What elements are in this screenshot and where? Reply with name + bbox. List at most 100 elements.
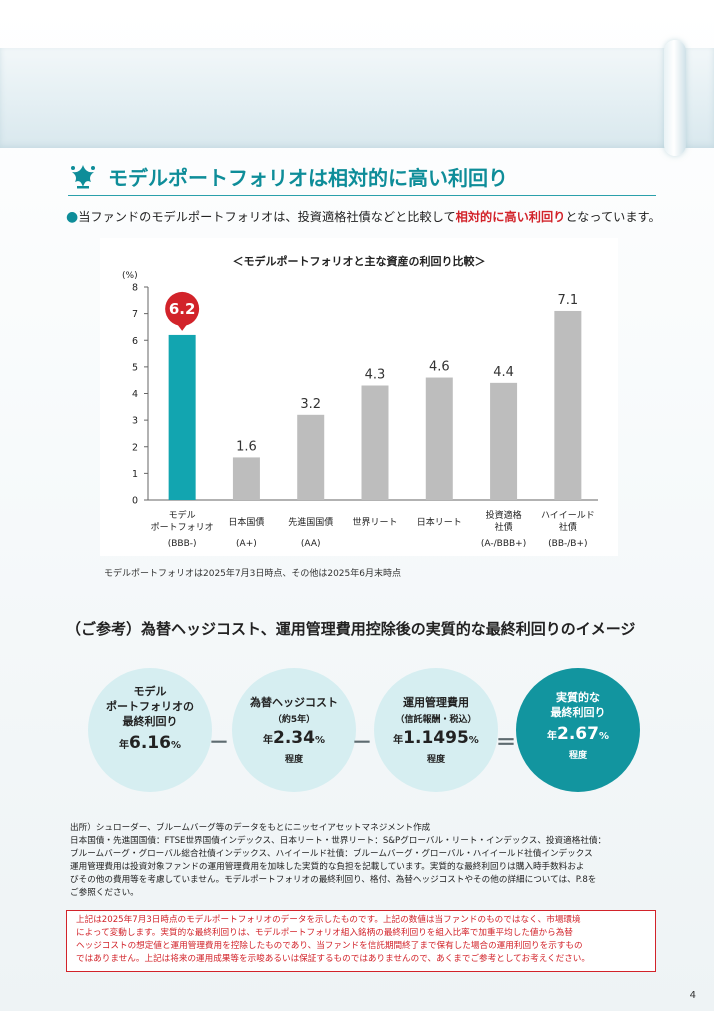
rating-label: (A-/BBB+) <box>481 539 526 549</box>
y-axis-unit: (%) <box>122 271 138 281</box>
source-line: 日本国債・先進国国債：FTSE世界国債インデックス、日本リート・世界リート：S&… <box>70 836 607 846</box>
x-tick-label: 社債 <box>495 521 513 533</box>
yield-circle: 為替ヘッジコスト （約5年） 年2.34% 程度 <box>232 668 356 792</box>
circle-sub-label: （約5年） <box>272 715 316 725</box>
bar-value-label: 6.2 <box>169 300 196 318</box>
source-notes: 出所）シュローダー、ブルームバーグ等のデータをもとにニッセイアセットマネジメント… <box>70 822 660 900</box>
y-tick-label: 0 <box>132 496 138 507</box>
rating-label: (A+) <box>236 539 257 549</box>
yield-circle: 運用管理費用 （信託報酬・税込） 年1.1495% 程度 <box>374 668 498 792</box>
circle-label: 為替ヘッジコスト <box>250 696 338 709</box>
banner-scroll-decoration <box>664 40 686 156</box>
x-tick-label: 日本国債 <box>228 516 264 528</box>
bar <box>232 457 260 500</box>
circle-label: モデル ポートフォリオの 最終利回り <box>106 685 194 728</box>
circle-suffix: 程度 <box>426 755 445 765</box>
chart-svg: ＜モデルポートフォリオと主な資産の利回り比較＞ (%) 0 1 2 3 4 5 6 7 8 6.2 モデ… <box>122 254 598 549</box>
source-line: 出所）シュローダー、ブルームバーグ等のデータをもとにニッセイアセットマネジメント… <box>70 823 431 833</box>
x-tick-label: モデル <box>169 509 196 521</box>
disclaimer-box: 上記は2025年7月3日時点のモデルポートフォリオのデータを示したものです。上記… <box>66 910 656 972</box>
value-prefix: 年 <box>547 731 557 742</box>
bar-value-label: 7.1 <box>558 293 579 308</box>
section-heading: モデルポートフォリオは相対的に高い利回り <box>68 160 656 196</box>
source-line: ご参照ください。 <box>70 888 139 898</box>
value-unit: % <box>170 740 181 751</box>
y-tick-label: 5 <box>132 362 138 373</box>
source-line: ブルームバーグ・グローバル総合社債インデックス、ハイイールド社債：ブルームバーグ… <box>70 849 593 859</box>
header-banner <box>0 48 714 148</box>
operator-sign: － <box>209 730 229 754</box>
circle-value: 年1.1495% <box>374 728 498 748</box>
lead-highlight: 相対的に高い利回り <box>455 210 566 224</box>
bar-value-label: 4.6 <box>429 360 450 375</box>
chart-note: モデルポートフォリオは2025年7月3日時点、その他は2025年6月末時点 <box>104 569 401 579</box>
rating-label: (AA) <box>301 539 321 549</box>
value-prefix: 年 <box>263 735 273 746</box>
rating-label: (BBB-) <box>168 539 197 549</box>
bar <box>361 385 389 500</box>
bar <box>490 382 518 500</box>
reference-title: （ご参考）為替ヘッジコスト、運用管理費用控除後の実質的な最終利回りのイメージ <box>66 620 636 638</box>
x-tick-label: 投資適格 <box>486 509 522 521</box>
circle-label: 運用管理費用 <box>403 696 469 709</box>
bar-value-label: 3.2 <box>300 397 321 412</box>
yield-circle: モデル ポートフォリオの 最終利回り年6.16% <box>88 668 212 792</box>
value-unit: % <box>468 735 479 746</box>
source-line: 運用管理費用は投資対象ファンドの運用管理費用を加味した実質的な負担を記載していま… <box>70 862 585 872</box>
circle-suffix: 程度 <box>568 751 587 761</box>
source-line: びその他の費用等を考慮していません。モデルポートフォリオの最終利回り、格付、為替… <box>70 875 597 885</box>
x-tick-label: ポートフォリオ <box>151 522 214 533</box>
operator-sign: － <box>352 730 372 754</box>
y-tick-label: 6 <box>132 336 138 347</box>
yield-circle: 実質的な 最終利回り年2.67% 程度 <box>516 668 640 792</box>
ornament-icon <box>71 165 95 189</box>
lead-text: ●当ファンドのモデルポートフォリオは、投資適格社債などと比較して相対的に高い利回… <box>66 207 676 225</box>
bullet-icon: ● <box>66 209 79 225</box>
disclaimer-line: ではありません。上記は将来の運用成果等を示唆あるいは保証するものではありませんの… <box>76 954 590 964</box>
circle-suffix: 程度 <box>284 755 303 765</box>
chart-title: ＜モデルポートフォリオと主な資産の利回り比較＞ <box>233 254 486 268</box>
disclaimer-line: 上記は2025年7月3日時点のモデルポートフォリオのデータを示したものです。上記… <box>76 915 581 925</box>
x-tick-label: 社債 <box>559 521 577 533</box>
lead-before: 当ファンドのモデルポートフォリオは、投資適格社債などと比較して <box>78 210 456 224</box>
bar-value-label: 1.6 <box>236 439 257 454</box>
bar <box>425 377 453 500</box>
operator-sign: ＝ <box>496 730 516 754</box>
bar <box>554 310 582 500</box>
x-tick-label: 先進国国債 <box>288 516 333 528</box>
value-prefix: 年 <box>393 735 404 746</box>
yield-comparison-chart: ＜モデルポートフォリオと主な資産の利回り比較＞ (%) 0 1 2 3 4 5 6 7 8 6.2 モデ… <box>100 238 618 556</box>
value-marker-pointer <box>176 322 189 331</box>
rating-label: (BB-/B+) <box>548 539 587 549</box>
y-tick-label: 4 <box>132 389 138 400</box>
disclaimer-line: によって変動します。実質的な最終利回りは、モデルポートフォリオ組入銘柄の最終利回… <box>76 928 573 938</box>
circle-value: 年6.16% <box>88 733 212 753</box>
value-marker <box>165 291 200 326</box>
y-tick-label: 2 <box>132 442 138 453</box>
x-tick-label: 世界リート <box>352 516 397 528</box>
y-tick-label: 3 <box>132 416 138 427</box>
value-unit: % <box>598 731 609 742</box>
circle-value: 年2.34% <box>232 728 356 748</box>
x-tick-label: ハイイールド <box>541 511 595 521</box>
value-number: 1.1495 <box>403 728 469 748</box>
circle-sub-label: （信託報酬・税込） <box>395 715 477 725</box>
bar-value-label: 4.3 <box>365 368 386 383</box>
y-tick-label: 1 <box>132 469 138 480</box>
disclaimer-line: ヘッジコストの想定値と運用管理費用を控除したものであり、当ファンドを信託期間終了… <box>76 941 583 951</box>
circle-value: 年2.67% <box>516 724 640 744</box>
value-number: 2.67 <box>557 724 599 744</box>
page-number: 4 <box>689 990 696 1001</box>
y-tick-label: 7 <box>132 309 138 320</box>
section-title: モデルポートフォリオは相対的に高い利回り <box>108 166 508 190</box>
lead-after: となっています。 <box>565 210 661 224</box>
value-number: 6.16 <box>129 733 171 753</box>
circle-label: 実質的な 最終利回り <box>550 691 606 719</box>
bar <box>168 334 196 500</box>
x-tick-label: 日本リート <box>417 516 462 528</box>
y-tick-label: 8 <box>132 283 138 294</box>
value-prefix: 年 <box>119 740 129 751</box>
bar <box>297 414 325 500</box>
value-unit: % <box>314 735 325 746</box>
bar-value-label: 4.4 <box>493 365 514 380</box>
